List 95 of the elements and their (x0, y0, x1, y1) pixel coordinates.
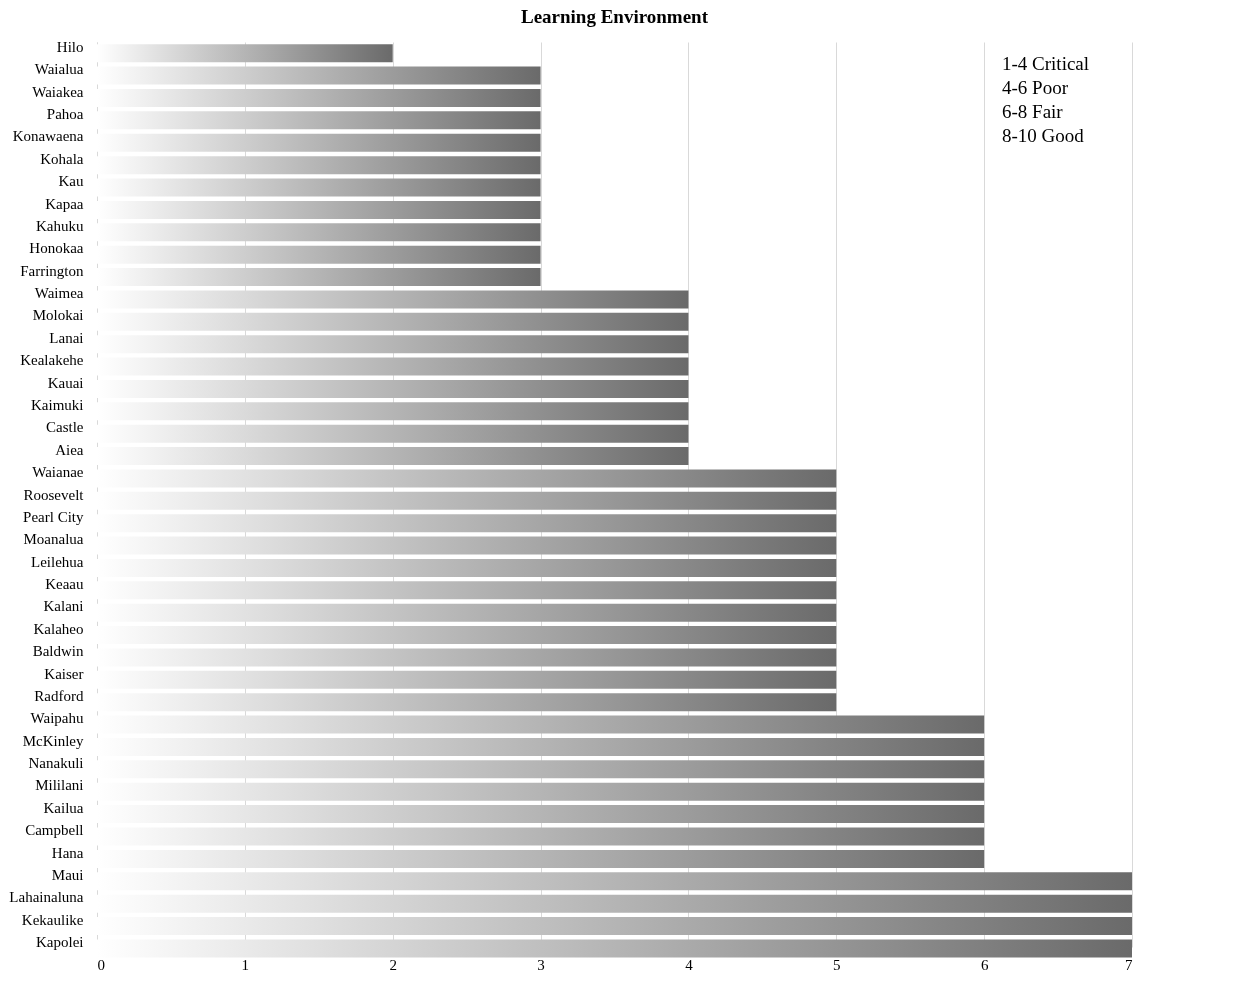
bar (97, 737, 985, 756)
y-tick-label: Kauai (47, 374, 84, 391)
bar (97, 268, 541, 287)
bar (97, 469, 837, 488)
y-tick-label: Hana (51, 844, 84, 861)
y-tick-label: Kealakehe (20, 352, 84, 369)
y-tick-label: Kekaulike (21, 911, 84, 928)
y-tick-label: Kahuku (36, 217, 84, 234)
y-tick-label: Waimea (34, 285, 84, 302)
y-tick-label: Leilehua (31, 553, 84, 570)
bar (97, 200, 541, 219)
bar (97, 558, 837, 577)
y-tick-label: Aiea (55, 441, 84, 458)
y-tick-label: Kaiser (44, 665, 84, 682)
y-tick-label: Konawaena (12, 128, 84, 145)
y-tick-label: Nanakuli (28, 755, 84, 772)
bar (97, 827, 985, 846)
bar (97, 849, 985, 868)
y-tick-label: Moanalua (23, 531, 84, 548)
bar (97, 693, 837, 712)
bar (97, 379, 689, 398)
y-tick-label: Mililani (35, 777, 84, 794)
annotation: 8-10 Good (1002, 125, 1085, 146)
bar (97, 335, 689, 354)
y-tick-label: Keaau (45, 576, 84, 593)
y-tick-label: Kalani (43, 598, 84, 615)
x-tick-label: 4 (685, 956, 694, 973)
bar (97, 715, 985, 734)
bar (97, 424, 689, 443)
y-tick-label: Radford (34, 687, 84, 704)
bar (97, 760, 985, 779)
bar (97, 872, 1132, 891)
y-tick-label: Kailua (43, 799, 84, 816)
annotation: 6-8 Fair (1002, 101, 1064, 122)
y-tick-label: Baldwin (32, 643, 84, 660)
y-tick-label: Kalaheo (33, 620, 84, 637)
bar (97, 536, 837, 555)
y-tick-label: Honokaa (29, 240, 84, 257)
bar (97, 447, 689, 466)
bar (97, 133, 541, 152)
y-tick-label: Pahoa (46, 106, 84, 123)
bar (97, 805, 985, 824)
bar (97, 402, 689, 421)
y-tick-label: Pearl City (23, 508, 84, 525)
bar (97, 491, 837, 510)
bar (97, 894, 1132, 913)
x-tick-label: 0 (97, 956, 105, 973)
y-tick-label: Kaimuki (31, 396, 84, 413)
x-tick-label: 5 (833, 956, 841, 973)
y-tick-label: Kohala (40, 150, 84, 167)
y-tick-label: Castle (46, 419, 84, 436)
bar (97, 939, 1132, 958)
chart-title: Learning Environment (520, 6, 709, 28)
y-tick-label: Waiakea (32, 83, 84, 100)
x-tick-label: 6 (980, 956, 989, 973)
y-tick-label: Maui (51, 866, 84, 883)
y-tick-label: Kapolei (36, 934, 84, 951)
y-tick-label: McKinley (22, 732, 84, 749)
bar (97, 648, 837, 667)
x-tick-label: 3 (537, 956, 545, 973)
bar (97, 917, 1132, 936)
bar (97, 626, 837, 645)
bar (97, 156, 541, 175)
bar (97, 44, 393, 63)
annotation: 4-6 Poor (1002, 77, 1069, 98)
y-tick-label: Waialua (34, 61, 84, 78)
x-tick-label: 2 (389, 956, 397, 973)
y-tick-label: Lahainaluna (9, 889, 84, 906)
bar (97, 312, 689, 331)
y-tick-label: Kau (58, 173, 84, 190)
bar (97, 66, 541, 85)
bar (97, 782, 985, 801)
bar (97, 223, 541, 242)
bar (97, 357, 689, 376)
y-tick-label: Lanai (49, 329, 84, 346)
y-tick-label: Kapaa (45, 195, 84, 212)
y-tick-label: Farrington (20, 262, 84, 279)
y-tick-label: Waianae (32, 464, 84, 481)
y-tick-label: Molokai (32, 307, 84, 324)
bar (97, 111, 541, 130)
bar (97, 514, 837, 533)
x-tick-label: 1 (241, 956, 250, 973)
bar (97, 290, 689, 309)
bar (97, 89, 541, 107)
bar (97, 178, 541, 197)
bar (97, 245, 541, 264)
y-tick-label: Waipahu (30, 710, 84, 727)
y-tick-label: Hilo (56, 38, 84, 55)
bar (97, 603, 837, 622)
annotation: 1-4 Critical (1002, 53, 1090, 74)
x-tick-label: 7 (1125, 956, 1133, 973)
bar (97, 670, 837, 689)
y-tick-label: Roosevelt (23, 486, 85, 503)
y-tick-label: Campbell (25, 822, 84, 839)
bar (97, 581, 837, 600)
